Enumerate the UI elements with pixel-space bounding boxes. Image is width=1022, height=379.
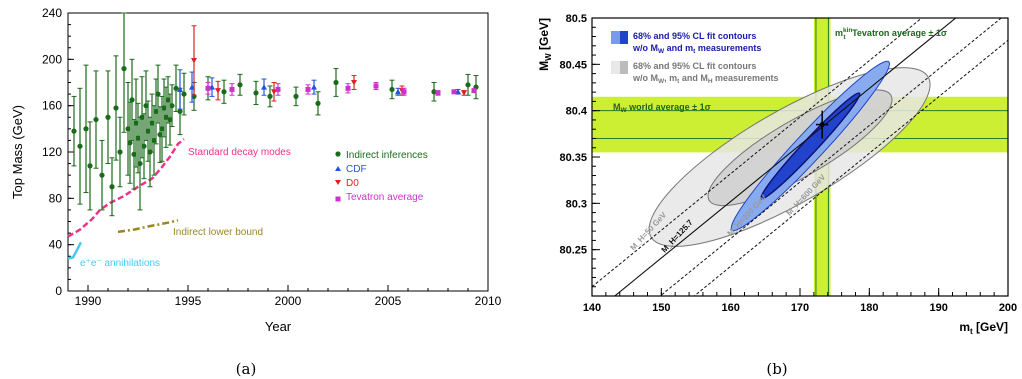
indirect-marker — [77, 144, 82, 149]
tevatron-marker — [306, 87, 311, 92]
b-y-tick-label-80.3: 80.3 — [566, 198, 587, 210]
tevatron-marker — [436, 90, 441, 95]
caption-a: (a) — [236, 360, 257, 378]
indirect-marker — [169, 103, 174, 108]
legend-gray-line1: 68% and 95% CL fit contours — [633, 61, 756, 71]
b-x-tick-label-190: 190 — [929, 302, 947, 314]
b-x-tick-label-180: 180 — [860, 302, 878, 314]
plot-a-x-axis-label: Year — [265, 319, 292, 334]
annotation-ee-annihilations: e⁺e⁻ annihilations — [80, 258, 160, 269]
legend-gray-swatch-light — [611, 61, 620, 74]
indirect-marker — [141, 144, 146, 149]
b-y-tick-label-80.45: 80.45 — [559, 59, 587, 71]
caption-b: (b) — [766, 360, 787, 378]
indirect-marker — [315, 101, 320, 106]
legend-cdf-label: CDF — [346, 164, 367, 175]
indirect-marker — [129, 97, 134, 102]
indirect-marker — [87, 163, 92, 168]
plot-a-y-axis-label: Top Mass (GeV) — [10, 105, 25, 199]
indirect-marker — [105, 115, 110, 120]
b-x-tick-label-170: 170 — [791, 302, 809, 314]
tevatron-marker — [346, 86, 351, 91]
panel-b-chart: M_H=50 GeVM_H=125.7 M_H=300 GeV M_H=600 Ge… — [537, 0, 1017, 379]
legend-tevatron-label: Tevatron average — [346, 192, 424, 203]
b-y-tick-label-80.25: 80.25 — [559, 245, 587, 257]
y-tick-label-40: 40 — [49, 238, 63, 252]
y-tick-label-80: 80 — [49, 191, 63, 205]
indirect-marker — [253, 90, 258, 95]
panel-a-chart: 1990 1995 2000 2005 2010 0 40 80 120 160 200 240 Ye… — [10, 6, 502, 378]
legend-indirect-marker — [335, 151, 340, 156]
indirect-marker — [71, 129, 76, 134]
b-x-tick-label-140: 140 — [583, 302, 601, 314]
indirect-marker — [113, 105, 118, 110]
legend-gray-swatch-dark — [620, 61, 628, 74]
plot-b-x-axis-label: mt [GeV] — [959, 320, 1008, 336]
legend-d0-label: D0 — [346, 178, 359, 189]
x-tick-label-2005: 2005 — [375, 294, 402, 308]
tevatron-marker — [276, 87, 281, 92]
b-x-tick-label-160: 160 — [721, 302, 739, 314]
b-y-tick-label-80.5: 80.5 — [566, 13, 587, 25]
b-x-tick-label-200: 200 — [999, 302, 1017, 314]
indirect-marker — [465, 82, 470, 87]
legend-blue-line1: 68% and 95% CL fit contours — [633, 31, 756, 41]
legend-blue-swatch-dark — [620, 31, 628, 44]
tevatron-point — [374, 83, 379, 90]
indirect-marker — [293, 94, 298, 99]
annotation-indirect-lower-bound: Indirect lower bound — [173, 227, 263, 238]
y-tick-label-120: 120 — [42, 145, 62, 159]
x-tick-label-1995: 1995 — [175, 294, 202, 308]
y-tick-label-160: 160 — [42, 99, 62, 113]
indirect-marker — [117, 149, 122, 154]
b-y-tick-label-80.4: 80.4 — [566, 106, 588, 118]
indirect-marker — [99, 173, 104, 178]
indirect-marker — [137, 161, 142, 166]
indirect-marker — [237, 82, 242, 87]
indirect-marker — [389, 87, 394, 92]
tevatron-marker — [472, 88, 477, 93]
indirect-marker — [121, 66, 126, 71]
legend-indirect-label: Indirect inferences — [346, 150, 428, 161]
tevatron-point — [452, 89, 457, 94]
indirect-marker — [83, 126, 88, 131]
b-x-tick-label-150: 150 — [652, 302, 670, 314]
tevatron-point — [472, 88, 477, 93]
measurement-marker — [820, 122, 825, 127]
indirect-marker — [221, 89, 226, 94]
tevatron-marker — [452, 89, 457, 94]
indirect-marker — [181, 91, 186, 96]
indirect-marker — [109, 184, 114, 189]
indirect-marker — [333, 80, 338, 85]
tevatron-marker — [230, 87, 235, 92]
legend-tevatron-marker — [336, 197, 341, 202]
tevatron-point — [402, 88, 407, 95]
tevatron-marker — [206, 86, 211, 91]
x-tick-label-1990: 1990 — [75, 294, 102, 308]
tevatron-point — [436, 90, 441, 95]
legend-blue-swatch-light — [611, 31, 620, 44]
y-tick-label-0: 0 — [55, 284, 62, 298]
plot-b-y-axis-label: MW [GeV] — [537, 18, 553, 71]
b-y-tick-label-80.35: 80.35 — [559, 152, 587, 164]
y-tick-label-200: 200 — [42, 52, 62, 66]
annotation-standard-decay-modes: Standard decay modes — [188, 147, 291, 158]
indirect-marker — [267, 94, 272, 99]
x-tick-label-2010: 2010 — [475, 294, 502, 308]
y-tick-label-240: 240 — [42, 6, 62, 20]
tevatron-marker — [402, 89, 407, 94]
x-tick-label-2000: 2000 — [275, 294, 302, 308]
indirect-marker — [93, 117, 98, 122]
tevatron-marker — [374, 83, 379, 88]
